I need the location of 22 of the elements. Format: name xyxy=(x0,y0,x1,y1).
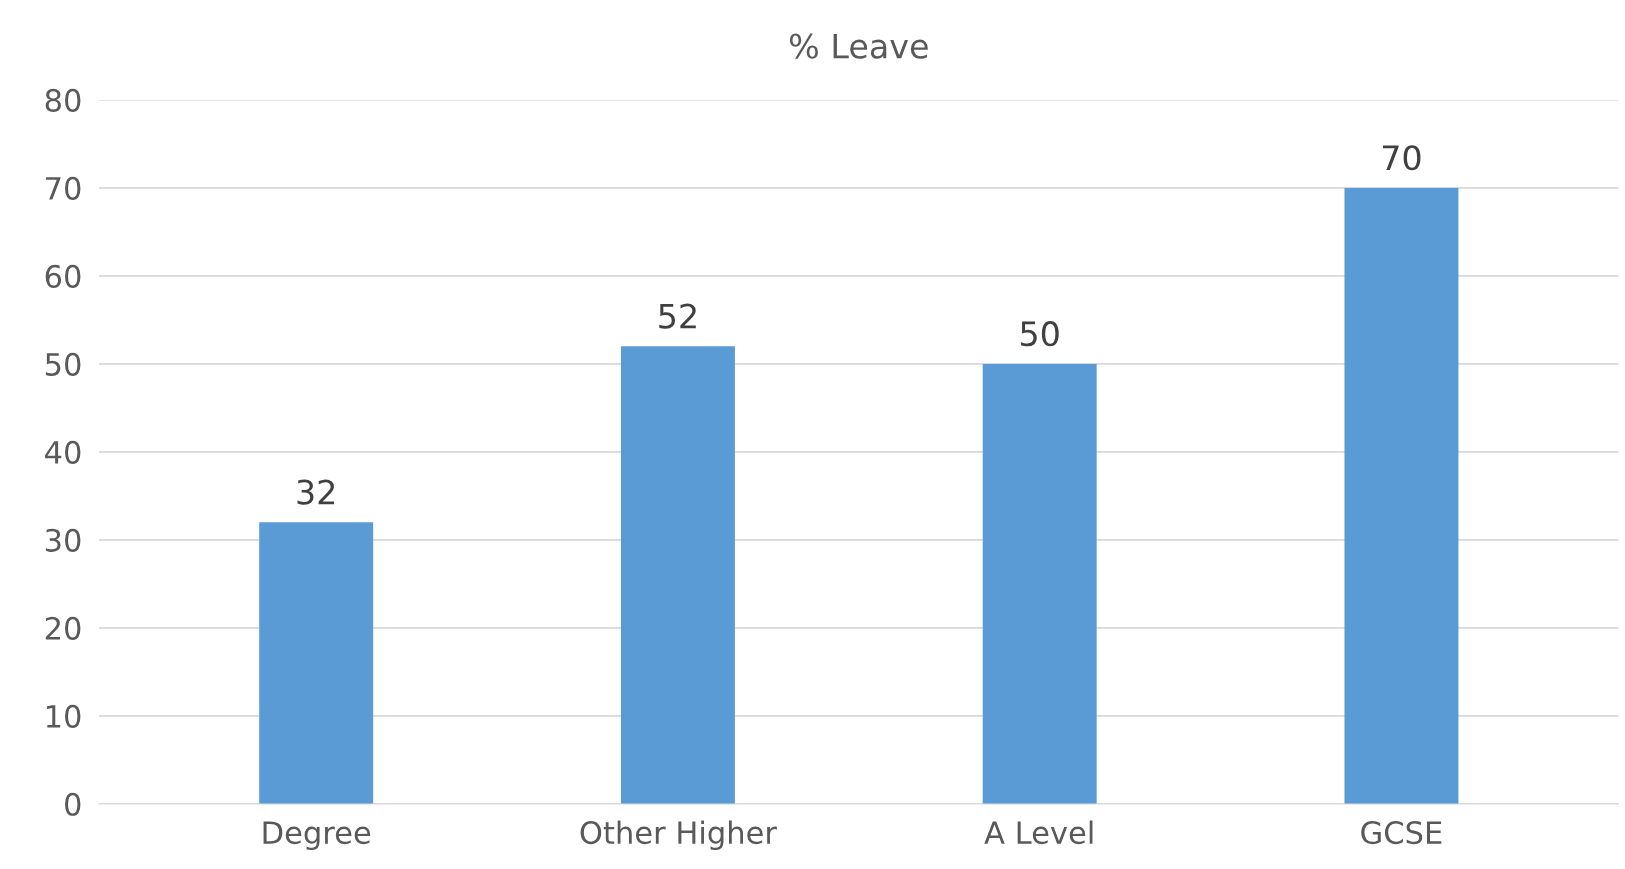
data-label: 70 xyxy=(1382,145,1421,171)
y-tick-label: 10 xyxy=(46,704,81,728)
chart-title: % Leave xyxy=(789,33,928,59)
y-tick-label: 50 xyxy=(45,352,81,376)
y-tick-label: 80 xyxy=(45,88,81,112)
x-tick-label: Other Higher xyxy=(580,820,777,851)
x-tick-label: Degree xyxy=(263,821,371,851)
y-tick-label: 60 xyxy=(45,264,81,288)
y-tick-label: 0 xyxy=(65,792,81,816)
data-label: 32 xyxy=(297,479,335,505)
bar xyxy=(982,363,1097,804)
y-tick-label: 20 xyxy=(45,616,81,640)
x-tick-label: GCSE xyxy=(1361,821,1442,845)
bar xyxy=(1344,187,1459,804)
y-tick-label: 40 xyxy=(45,440,81,464)
x-tick-label: A Level xyxy=(984,820,1093,845)
y-tick-label: 70 xyxy=(46,176,81,200)
bar xyxy=(259,522,374,804)
data-label: 50 xyxy=(1021,321,1059,347)
y-tick-label: 30 xyxy=(45,528,81,552)
bar xyxy=(620,346,735,804)
data-label: 52 xyxy=(659,303,696,329)
